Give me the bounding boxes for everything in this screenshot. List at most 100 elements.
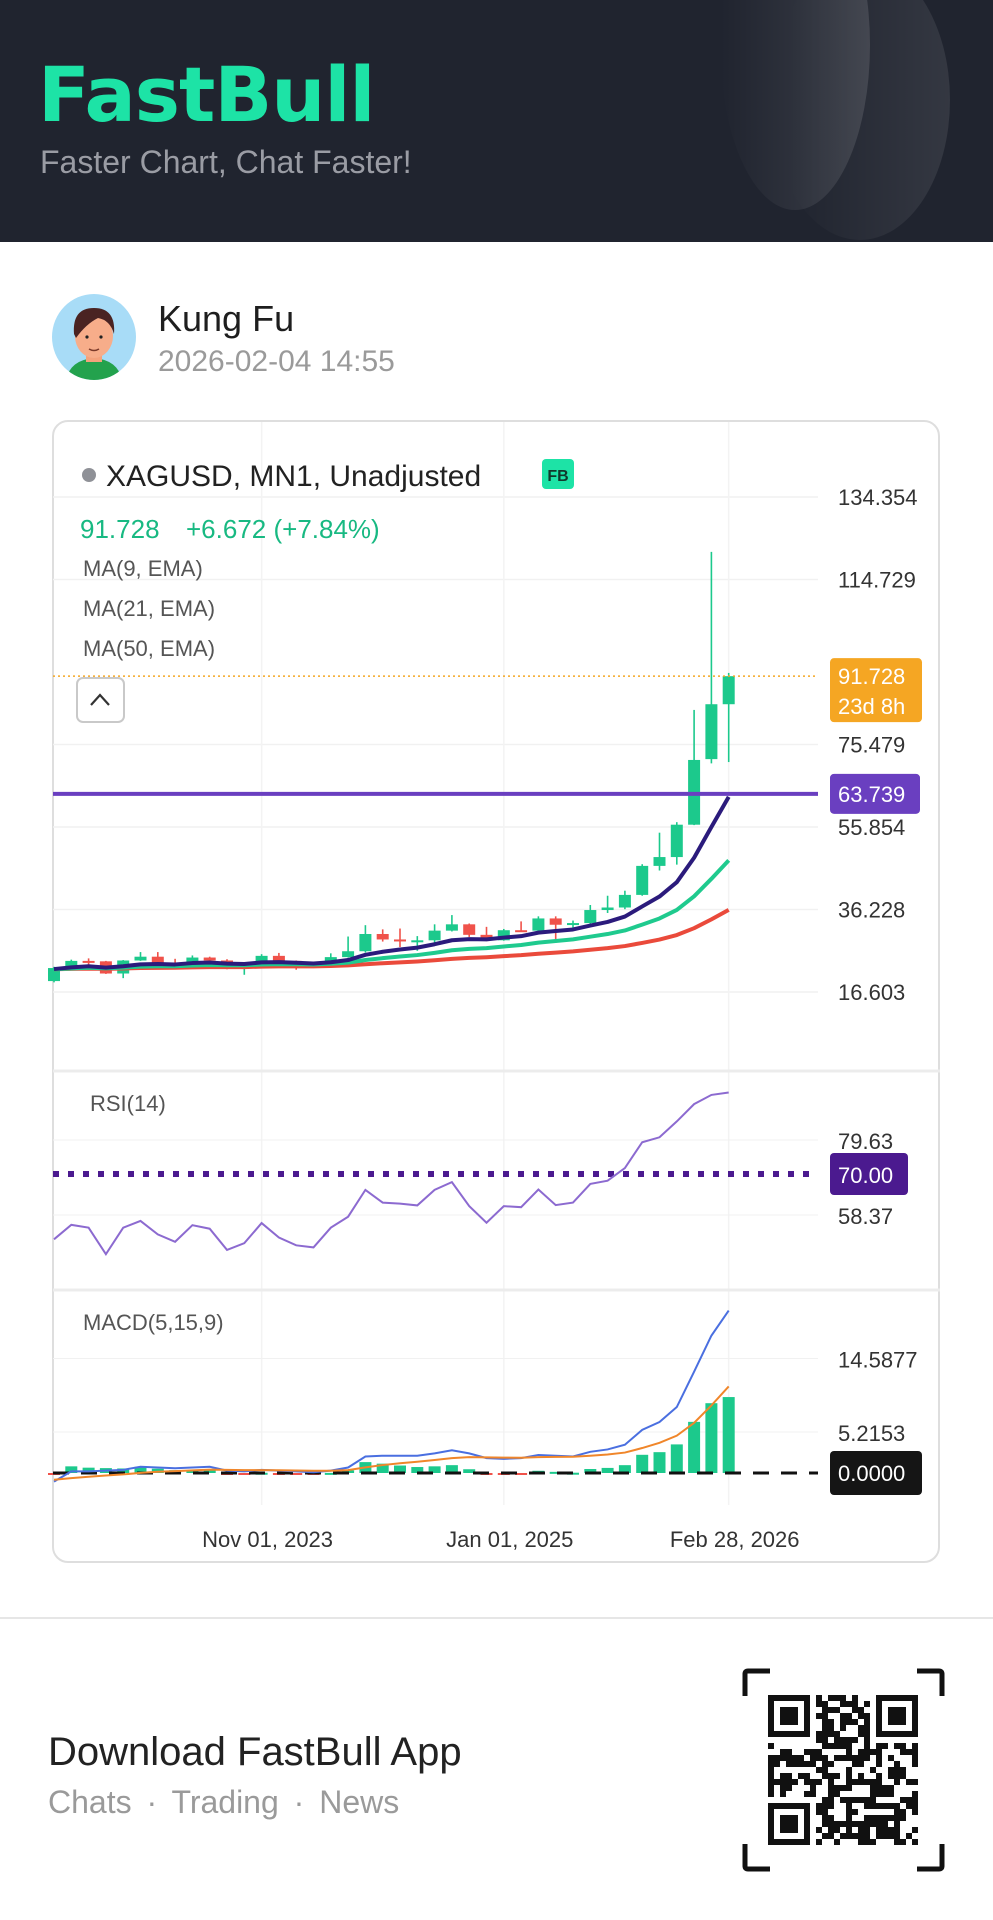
rsi-label[interactable]: RSI(14) <box>90 1091 166 1116</box>
indicator-ema9-label[interactable]: MA(9, EMA) <box>83 556 203 581</box>
collapse-button[interactable] <box>76 677 125 723</box>
macd-histogram-bar <box>394 1465 406 1473</box>
candle-body <box>203 957 216 961</box>
rsi-line <box>53 1091 729 1256</box>
candle-body <box>636 865 649 895</box>
candle-body <box>705 704 718 760</box>
candle[interactable] <box>48 966 60 983</box>
macd-histogram-bar <box>203 1470 216 1473</box>
rsi-level-tag <box>830 1153 908 1195</box>
candle-body <box>497 930 510 941</box>
macd-histogram-bar <box>324 1472 337 1475</box>
candle[interactable] <box>359 925 372 953</box>
macd-histogram-bar <box>670 1444 683 1473</box>
macd-signal-line <box>53 1385 730 1481</box>
macd-line <box>53 1309 730 1483</box>
indicator-ema50-label[interactable]: MA(50, EMA) <box>83 636 215 661</box>
macd-histogram-bar <box>722 1397 735 1473</box>
candle[interactable] <box>445 915 458 932</box>
candle[interactable] <box>670 822 683 865</box>
chart-title: XAGUSD, MN1, Unadjusted <box>106 460 481 493</box>
current-price-tag <box>830 658 922 723</box>
qr-modules <box>768 1695 918 1845</box>
candle-body <box>342 951 355 958</box>
macd-histogram-bar <box>636 1454 649 1473</box>
time-tick-label: Nov 01, 2023 <box>202 1527 333 1552</box>
ema21-line <box>53 859 731 972</box>
price-tick-label: 114.729 <box>838 567 916 592</box>
macd-zero-tag <box>830 1451 922 1495</box>
post-timestamp: 2026-02-04 14:55 <box>158 345 395 378</box>
fb-badge-icon <box>542 459 574 489</box>
macd-histogram-bar <box>688 1421 701 1473</box>
download-qr-code[interactable] <box>742 1668 945 1872</box>
macd-histogram-bar <box>290 1473 303 1475</box>
candle-body <box>601 907 614 911</box>
candle[interactable] <box>601 895 614 913</box>
macd-label[interactable]: MACD(5,15,9) <box>83 1310 224 1335</box>
separator: · <box>293 1784 305 1820</box>
candle[interactable] <box>688 709 701 826</box>
candle[interactable] <box>82 958 95 965</box>
author-name[interactable]: Kung Fu <box>158 298 295 339</box>
feature-news: News <box>319 1784 400 1820</box>
chevron-up-icon <box>90 693 110 706</box>
candle[interactable] <box>636 864 649 896</box>
candle-body <box>567 923 579 926</box>
macd-histogram-bar <box>515 1473 528 1475</box>
candle-countdown: 23d 8h <box>838 694 905 719</box>
rsi-tick-label: 79.63 <box>838 1129 893 1154</box>
time-tick-label: Jan 01, 2025 <box>446 1527 573 1552</box>
candle[interactable] <box>722 672 735 763</box>
feature-chats: Chats <box>48 1784 132 1820</box>
macd-histogram-bar <box>653 1452 666 1473</box>
qr-corner-bracket <box>917 1668 945 1696</box>
candle-body <box>618 894 631 908</box>
macd-histogram-bar <box>376 1463 389 1473</box>
candle-body <box>428 930 441 941</box>
candle-body <box>134 956 147 961</box>
candle[interactable] <box>134 952 147 961</box>
candle[interactable] <box>376 929 389 942</box>
macd-histogram-bar <box>463 1469 476 1473</box>
candle[interactable] <box>653 832 666 871</box>
candle-body <box>359 933 372 952</box>
qr-corner-bracket <box>742 1844 770 1872</box>
macd-histogram-bar <box>601 1467 614 1473</box>
candle-body <box>515 930 528 933</box>
candle[interactable] <box>532 916 545 932</box>
macd-histogram-bar <box>584 1468 597 1473</box>
candle-body <box>532 918 545 931</box>
candle[interactable] <box>584 904 597 925</box>
qr-corner-bracket <box>917 1844 945 1872</box>
candle[interactable] <box>515 921 528 933</box>
candle[interactable] <box>463 923 476 937</box>
candle-body <box>445 924 458 931</box>
candle[interactable] <box>618 890 631 910</box>
candle[interactable] <box>342 936 355 958</box>
feature-trading: Trading <box>171 1784 279 1820</box>
indicator-ema21-label[interactable]: MA(21, EMA) <box>83 596 215 621</box>
candle[interactable] <box>705 551 718 764</box>
candle-body <box>65 960 78 969</box>
separator: · <box>146 1784 158 1820</box>
brand-header: FastBull Faster Chart, Chat Faster! <box>0 0 993 242</box>
candle[interactable] <box>394 928 406 948</box>
hline-price-tag-value: 63.739 <box>838 782 905 807</box>
avatar[interactable] <box>52 294 136 380</box>
macd-histogram-bar <box>428 1466 441 1473</box>
status-dot-icon <box>82 468 96 482</box>
time-tick-label: Feb 28, 2026 <box>670 1527 800 1552</box>
tagline: Faster Chart, Chat Faster! <box>40 144 412 180</box>
candle-body <box>151 956 164 964</box>
price-tick-label: 36.228 <box>838 897 905 922</box>
candle-body <box>722 676 735 705</box>
price-tick-label: 134.354 <box>838 485 918 510</box>
candle-body <box>411 940 424 943</box>
candle[interactable] <box>428 924 441 946</box>
download-app-title: Download FastBull App <box>48 1730 462 1774</box>
avatar-illustration-icon <box>66 308 122 380</box>
fastbull-logo: FastBull <box>38 50 375 139</box>
decorative-circle <box>770 0 950 240</box>
